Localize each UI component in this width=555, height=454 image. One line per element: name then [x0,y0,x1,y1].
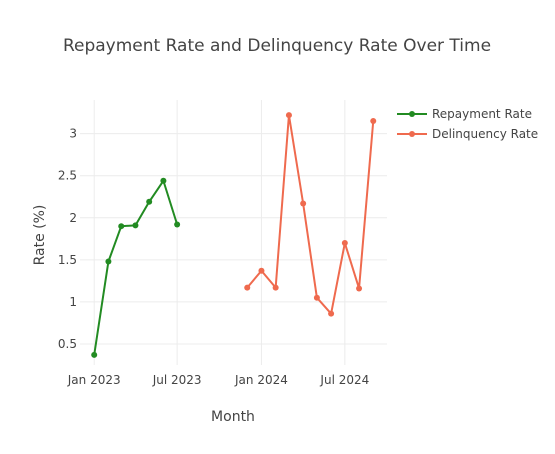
delinquency-rate-line [246,114,375,315]
x-tick-label: Jul 2024 [319,373,369,387]
y-axis-ticks: 0.5 1 1.5 2 2.5 3 [58,127,77,351]
series-layer [91,112,377,358]
delinquency-rate-point[interactable] [370,118,377,125]
legend-item-repayment-rate[interactable]: Repayment Rate [397,107,532,121]
y-tick-label: 0.5 [58,337,77,351]
legend-marker-swatch [409,131,415,137]
legend-item-delinquency-rate[interactable]: Delinquency Rate [397,127,538,141]
delinquency-rate-point[interactable] [272,284,279,291]
series-repayment-rate [91,177,181,358]
y-tick-label: 2 [69,211,77,225]
y-tick-label: 2.5 [58,169,77,183]
legend-marker-swatch [409,111,415,117]
delinquency-rate-point[interactable] [313,294,320,301]
delinquency-rate-point[interactable] [285,112,292,119]
series-delinquency-rate [244,112,377,317]
y-tick-label: 1.5 [58,253,77,267]
grid [80,100,387,365]
y-axis-title: Rate (%) [32,205,48,266]
repayment-rate-point[interactable] [160,177,167,184]
legend-label: Delinquency Rate [432,127,538,141]
x-axis-ticks: Jan 2023 Jul 2023 Jan 2024 Jul 2024 [67,373,369,387]
delinquency-rate-point[interactable] [341,240,348,247]
repayment-rate-point[interactable] [146,198,153,205]
repayment-rate-point[interactable] [132,222,139,229]
y-tick-label: 1 [69,295,77,309]
chart-title: Repayment Rate and Delinquency Rate Over… [63,36,491,56]
repayment-rate-point[interactable] [91,351,98,358]
x-tick-label: Jan 2024 [234,373,288,387]
repayment-rate-point[interactable] [105,258,112,265]
delinquency-rate-point[interactable] [258,267,265,274]
delinquency-rate-point[interactable] [328,310,335,317]
repayment-rate-line [93,179,179,356]
repayment-rate-point[interactable] [118,223,125,230]
x-tick-label: Jan 2023 [67,373,121,387]
legend-label: Repayment Rate [432,107,532,121]
delinquency-rate-point[interactable] [300,200,307,207]
legend[interactable]: Repayment Rate Delinquency Rate [397,107,538,141]
y-tick-label: 3 [69,127,77,141]
repayment-rate-point[interactable] [174,221,181,228]
delinquency-rate-point[interactable] [356,285,363,292]
x-tick-label: Jul 2023 [152,373,202,387]
x-axis-title: Month [211,409,255,425]
delinquency-rate-point[interactable] [244,284,251,291]
